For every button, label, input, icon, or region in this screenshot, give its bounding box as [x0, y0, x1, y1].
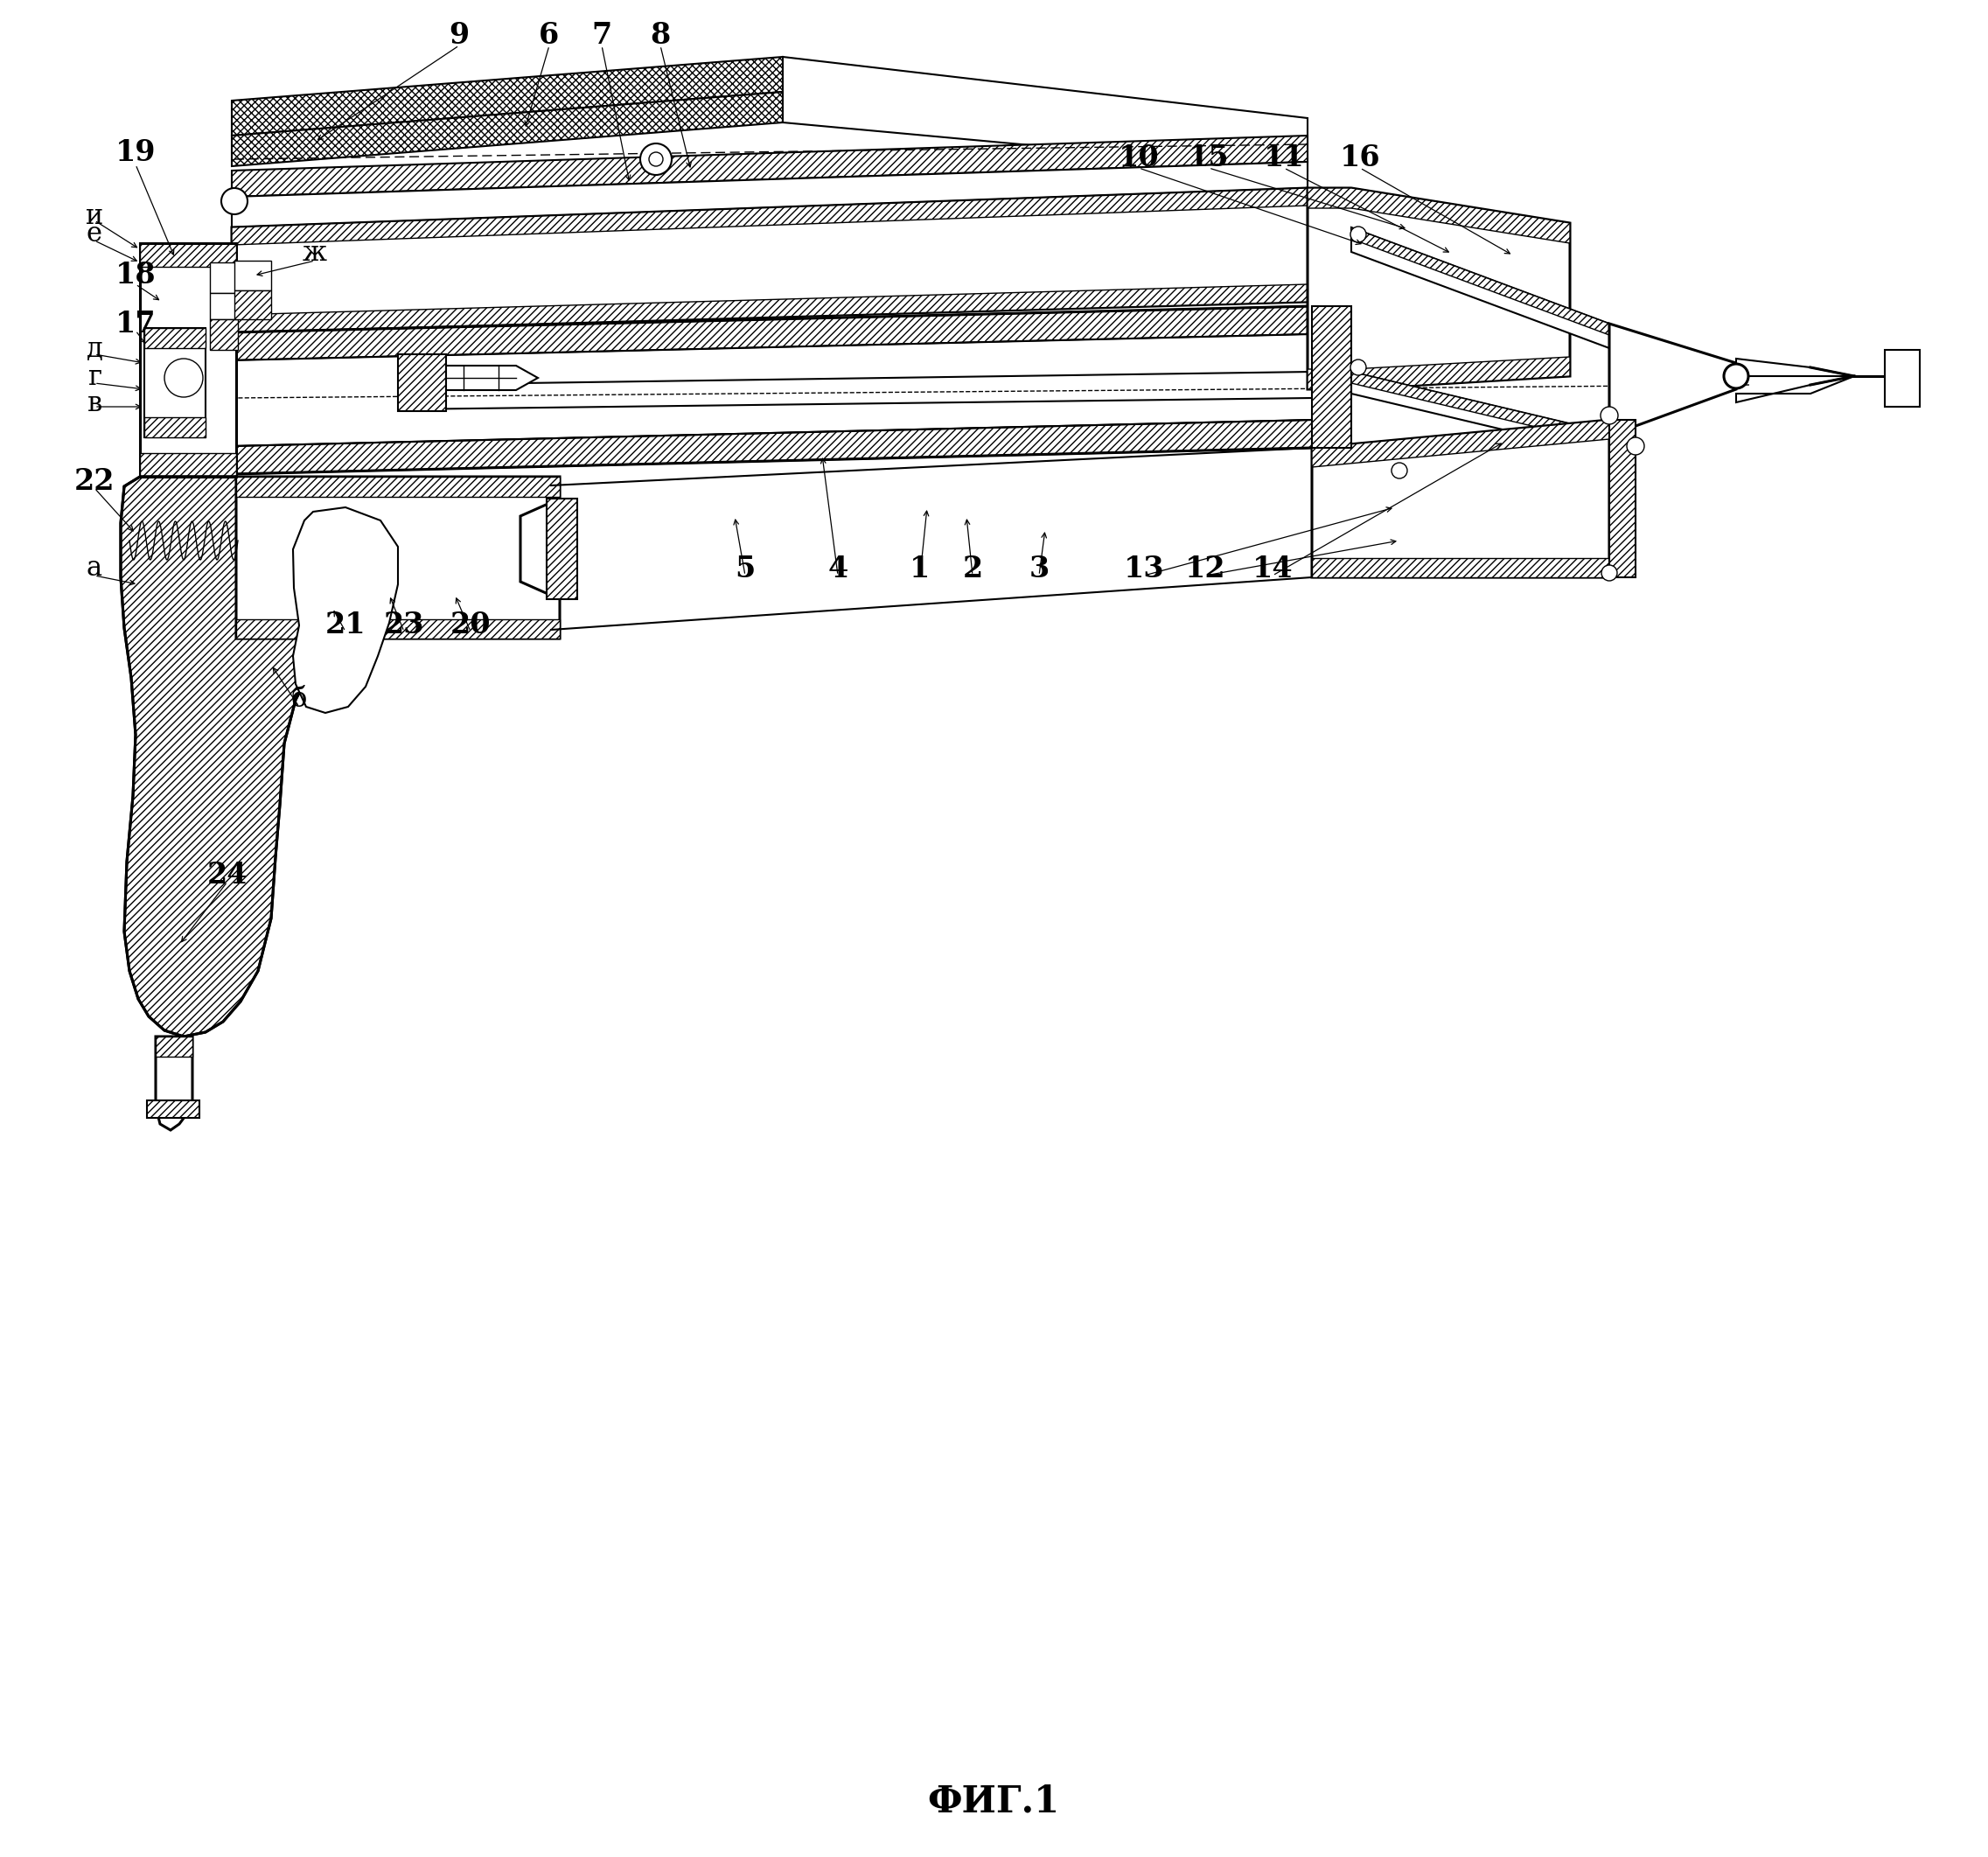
Text: 19: 19 [115, 139, 155, 167]
Polygon shape [445, 366, 539, 390]
Polygon shape [237, 477, 561, 498]
Text: 2: 2 [962, 553, 982, 583]
Text: 5: 5 [736, 553, 755, 583]
Polygon shape [1352, 227, 1610, 334]
Polygon shape [237, 477, 561, 639]
Polygon shape [233, 91, 783, 165]
Polygon shape [237, 618, 561, 639]
Polygon shape [147, 1101, 199, 1118]
Polygon shape [398, 355, 445, 410]
Text: 24: 24 [207, 860, 248, 890]
Polygon shape [1312, 420, 1610, 578]
Circle shape [1724, 364, 1747, 388]
Circle shape [648, 152, 662, 165]
Text: 17: 17 [115, 310, 155, 338]
Polygon shape [547, 498, 577, 600]
Polygon shape [233, 334, 1312, 446]
Circle shape [221, 188, 248, 214]
Text: 15: 15 [1189, 143, 1229, 173]
Text: 16: 16 [1340, 143, 1380, 173]
Text: 3: 3 [1030, 553, 1050, 583]
Polygon shape [783, 58, 1308, 171]
Polygon shape [211, 293, 239, 319]
Text: б: б [290, 687, 308, 713]
Text: г: г [87, 364, 101, 392]
Polygon shape [233, 420, 1312, 474]
Polygon shape [155, 1036, 193, 1057]
Polygon shape [235, 260, 270, 290]
Polygon shape [139, 243, 237, 267]
Text: 23: 23 [384, 611, 423, 641]
Text: и: и [85, 204, 103, 230]
Polygon shape [139, 243, 237, 477]
Polygon shape [121, 477, 326, 1036]
Text: в: в [87, 390, 101, 418]
Text: 11: 11 [1264, 143, 1304, 173]
Text: 21: 21 [326, 611, 366, 641]
Polygon shape [145, 329, 205, 438]
Circle shape [1626, 438, 1644, 455]
Polygon shape [233, 58, 783, 136]
Text: 6: 6 [539, 20, 559, 50]
Text: 9: 9 [449, 20, 469, 50]
Polygon shape [292, 507, 398, 713]
Polygon shape [1352, 227, 1610, 347]
Polygon shape [1308, 357, 1571, 390]
Polygon shape [1885, 349, 1920, 407]
Circle shape [165, 358, 203, 397]
Polygon shape [1312, 420, 1610, 468]
Text: 8: 8 [650, 20, 670, 50]
Circle shape [1600, 407, 1618, 423]
Text: 14: 14 [1252, 553, 1292, 583]
Circle shape [1602, 565, 1616, 581]
Polygon shape [139, 453, 237, 477]
Text: ж: ж [302, 240, 328, 267]
Polygon shape [155, 1036, 193, 1131]
Text: 7: 7 [592, 20, 612, 50]
Polygon shape [1352, 371, 1610, 455]
Text: 4: 4 [827, 553, 849, 583]
Circle shape [1350, 227, 1366, 241]
Polygon shape [233, 162, 1308, 227]
Text: 13: 13 [1123, 553, 1165, 583]
Text: 10: 10 [1119, 143, 1159, 173]
Polygon shape [211, 262, 239, 293]
Text: ФИГ.1: ФИГ.1 [928, 1783, 1060, 1820]
Polygon shape [1352, 371, 1610, 444]
Polygon shape [1610, 420, 1636, 578]
Polygon shape [233, 188, 1348, 332]
Polygon shape [211, 319, 239, 349]
Circle shape [1350, 360, 1366, 375]
Polygon shape [1308, 188, 1571, 243]
Text: д: д [85, 336, 103, 364]
Circle shape [1392, 462, 1408, 479]
Text: 22: 22 [74, 466, 115, 496]
Polygon shape [233, 136, 1308, 197]
Polygon shape [1312, 559, 1610, 578]
Text: а: а [87, 555, 103, 581]
Polygon shape [233, 284, 1308, 332]
Polygon shape [1736, 358, 1855, 377]
Polygon shape [1308, 188, 1571, 390]
Text: 1: 1 [911, 553, 930, 583]
Polygon shape [145, 329, 205, 347]
Text: 18: 18 [115, 262, 155, 290]
Polygon shape [233, 188, 1308, 245]
Text: е: е [87, 221, 101, 249]
Polygon shape [1312, 306, 1352, 448]
Circle shape [640, 143, 672, 175]
Polygon shape [233, 306, 1312, 360]
Polygon shape [145, 418, 205, 438]
Text: 20: 20 [449, 611, 491, 641]
Polygon shape [235, 290, 270, 319]
Text: 12: 12 [1185, 553, 1227, 583]
Polygon shape [1736, 377, 1855, 403]
Polygon shape [1610, 323, 1736, 436]
